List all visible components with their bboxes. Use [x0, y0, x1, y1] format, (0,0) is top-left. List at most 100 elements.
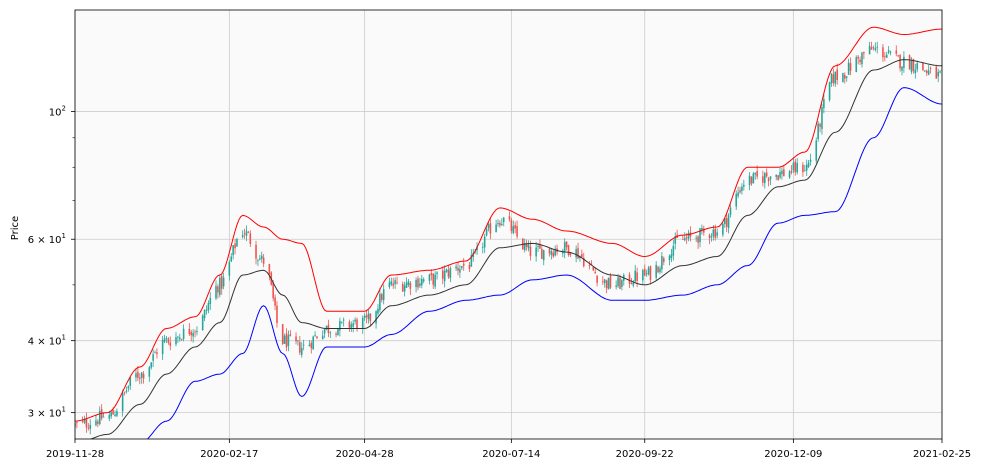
candle-down — [348, 319, 351, 332]
candle-up — [727, 213, 730, 234]
candle-up — [407, 279, 410, 288]
x-tick-label: 2021-02-25 — [913, 449, 971, 460]
x-axis: 2019-11-28 2020-02-17 2020-04-28 2020-07-14… — [46, 439, 971, 460]
candle-up — [116, 408, 118, 418]
candle-down — [682, 235, 684, 240]
x-tick-label: 2020-09-22 — [616, 449, 674, 460]
candle-down — [514, 221, 516, 234]
candle-down — [577, 242, 579, 260]
candle-up — [367, 309, 370, 324]
candle-up — [323, 328, 326, 339]
candle-down — [268, 263, 271, 281]
candle-up — [683, 232, 686, 242]
candle-down — [188, 323, 191, 336]
candle-down — [262, 253, 265, 268]
plot-area — [75, 10, 942, 439]
candle-down — [588, 261, 591, 270]
candle-up — [887, 46, 890, 55]
candle-up — [661, 251, 663, 274]
x-tick-label: 2019-11-28 — [46, 449, 104, 460]
candle-down — [380, 292, 383, 303]
candle-up — [779, 167, 781, 180]
candle-up — [845, 76, 848, 82]
candle-up — [297, 340, 299, 346]
candle-down — [922, 62, 924, 72]
candle-down — [365, 309, 368, 324]
candle-up — [230, 252, 233, 262]
candle-up — [495, 219, 497, 233]
candle-up — [150, 362, 153, 370]
candle-up — [470, 249, 473, 267]
candle-up — [889, 50, 892, 56]
candle-up — [805, 159, 808, 177]
candle-up — [527, 240, 530, 252]
candle-down — [662, 256, 665, 266]
candle-up — [861, 51, 863, 68]
candle-up — [403, 281, 406, 297]
candle-down — [432, 273, 435, 289]
candle-up — [914, 63, 917, 79]
candle-up — [634, 264, 637, 284]
candle-up — [927, 65, 930, 76]
candle-up — [855, 55, 858, 73]
candle-up — [847, 58, 850, 75]
candle-up — [659, 265, 661, 275]
candle-up — [885, 51, 888, 59]
candle-up — [329, 331, 332, 338]
candle-down — [767, 176, 770, 187]
candle-up — [722, 222, 724, 237]
candle-up — [821, 103, 823, 135]
lower-band-line — [146, 87, 942, 439]
candle-down — [935, 65, 938, 79]
grid-lines — [74, 10, 943, 439]
candle-up — [241, 230, 244, 239]
candle-down — [567, 244, 570, 257]
candle-up — [645, 269, 648, 277]
candle-up — [647, 265, 650, 276]
upper-band-line — [75, 26, 942, 422]
candle-up — [481, 242, 484, 254]
candle-down — [156, 348, 158, 359]
candle-up — [140, 371, 143, 384]
candle-up — [672, 239, 675, 261]
candle-down — [897, 55, 899, 57]
plot-frame — [74, 9, 943, 440]
candle-up — [394, 277, 396, 289]
candle-up — [901, 66, 903, 76]
x-tick-label: 2020-12-09 — [764, 449, 822, 460]
candle-up — [308, 340, 311, 347]
candle-up — [823, 93, 825, 114]
candle-up — [114, 410, 116, 417]
candle-down — [790, 165, 793, 175]
candle-down — [565, 241, 568, 251]
candle-up — [121, 389, 124, 417]
candle-up — [809, 153, 812, 166]
candle-down — [220, 273, 223, 295]
candle-up — [382, 284, 385, 305]
candle-up — [228, 260, 231, 281]
candle-down — [541, 245, 543, 260]
candle-down — [525, 239, 528, 251]
candle-down — [882, 44, 884, 62]
candle-down — [657, 265, 659, 274]
y-tick-label: 102 — [49, 104, 66, 118]
candle-down — [457, 262, 459, 276]
candle-up — [287, 330, 290, 352]
candle-up — [830, 72, 833, 87]
candle-down — [596, 275, 598, 287]
candle-up — [512, 220, 515, 235]
candle-up — [125, 386, 128, 394]
candle-up — [127, 385, 130, 392]
candle-up — [874, 42, 877, 52]
candle-up — [445, 268, 448, 273]
candle-up — [781, 167, 783, 180]
candle-up — [283, 333, 286, 344]
candle-up — [314, 331, 316, 337]
candle-up — [701, 224, 703, 235]
candle-up — [177, 335, 179, 343]
candle-down — [462, 258, 465, 271]
candle-up — [792, 157, 795, 174]
candle-up — [485, 225, 488, 237]
candle-up — [436, 271, 438, 280]
candle-up — [135, 368, 137, 382]
